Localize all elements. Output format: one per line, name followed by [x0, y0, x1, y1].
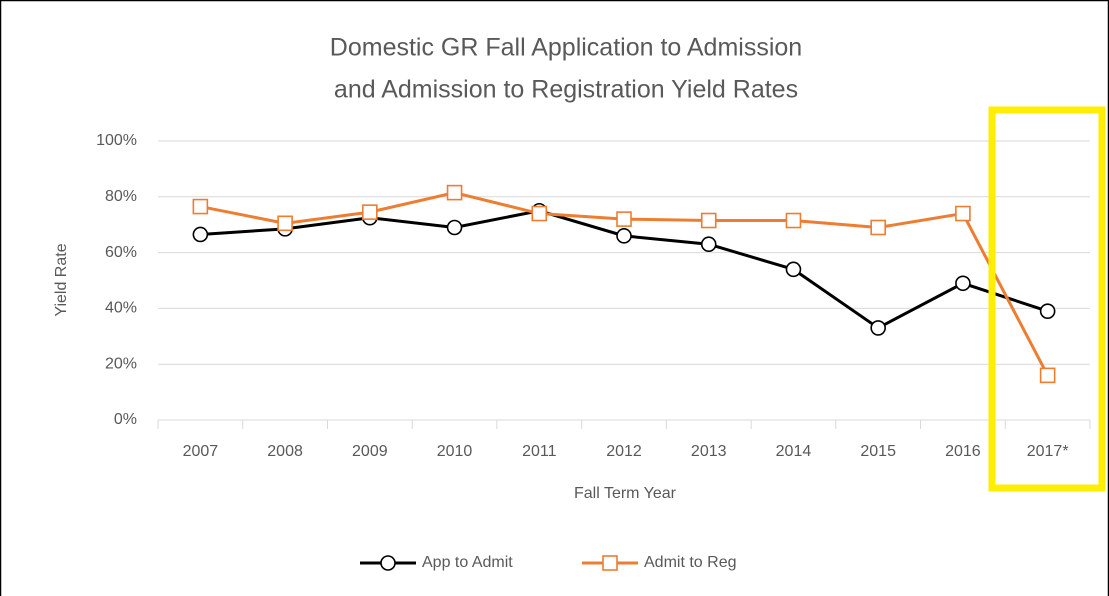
data-point: [1039, 303, 1056, 319]
x-tick-label: 2015: [860, 443, 896, 460]
chart-title: and Admission to Registration Yield Rate…: [334, 76, 798, 104]
y-tick-label: 40%: [105, 300, 137, 317]
x-tick-label: 2010: [437, 443, 473, 460]
data-point: [955, 275, 971, 292]
legend-marker: [602, 555, 618, 571]
y-tick-label: 100%: [96, 132, 137, 149]
x-tick-label: 2009: [352, 443, 388, 460]
x-tick-label: 2011: [522, 443, 557, 460]
data-point: [870, 219, 886, 236]
y-axis-label: Yield Rate: [53, 243, 70, 316]
data-point: [616, 211, 632, 227]
data-point: [1039, 367, 1056, 384]
data-point: [192, 198, 209, 215]
data-point: [616, 228, 632, 244]
data-point: [446, 184, 463, 201]
data-point: [955, 205, 971, 222]
highlight-box: [988, 106, 1106, 492]
legend-marker: [380, 555, 396, 571]
x-tick-label: 2013: [691, 443, 727, 460]
data-point: [192, 226, 209, 243]
x-tick-label: 2008: [267, 443, 303, 460]
data-point: [531, 205, 548, 222]
x-tick-label: 2014: [776, 443, 812, 460]
legend-label: Admit to Reg: [644, 554, 736, 571]
data-point: [700, 236, 717, 253]
data-point: [362, 204, 378, 220]
y-tick-label: 80%: [105, 188, 137, 205]
x-tick-label: 2012: [606, 443, 642, 460]
x-tick-label: 2007: [183, 443, 219, 460]
y-tick-label: 60%: [105, 244, 137, 261]
y-tick-label: 20%: [105, 355, 137, 372]
data-point: [870, 320, 886, 336]
plot: 0% 20% 40% 60% 80% 100% 2007 2008 2009 2010 2011 20…: [96, 132, 1091, 571]
legend-label: App to Admit: [422, 554, 513, 571]
y-tick-label: 0%: [114, 411, 137, 428]
data-point: [785, 212, 802, 229]
data-point: [700, 212, 717, 229]
chart-title: Domestic GR Fall Application to Admissio…: [330, 34, 802, 62]
x-tick-label: 2017*: [1027, 443, 1069, 460]
x-axis-label: Fall Term Year: [574, 485, 677, 502]
x-tick-label: 2016: [945, 443, 981, 460]
data-point: [446, 219, 463, 236]
data-point: [277, 215, 293, 232]
data-point: [785, 261, 802, 278]
